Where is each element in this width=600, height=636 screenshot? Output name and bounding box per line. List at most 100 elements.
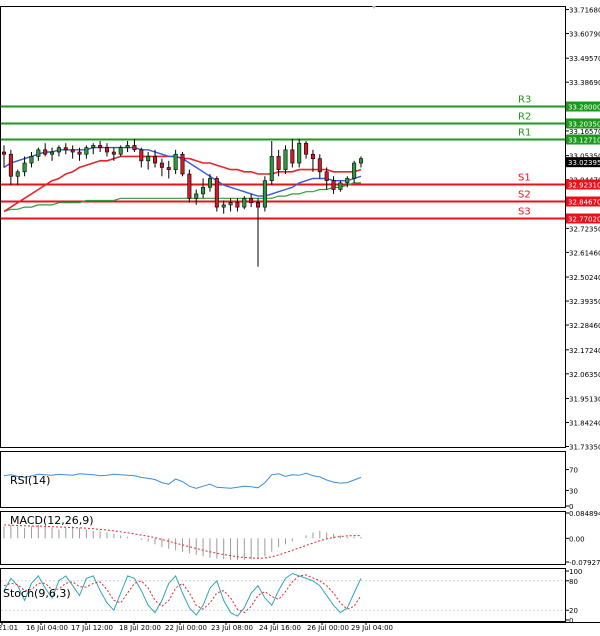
candle-bear [153, 156, 156, 163]
candle-bear [291, 150, 294, 163]
level-price-label: 33.28000 [568, 104, 600, 112]
candle-bull [126, 145, 129, 147]
time-tick-label: 23 Jul 08:00 [211, 624, 253, 632]
level-name-r1: R1 [518, 128, 531, 139]
panel-frames [0, 6, 600, 623]
level-name-r2: R2 [518, 112, 531, 123]
candles [2, 139, 362, 267]
candle-bull [339, 183, 342, 190]
candle-bear [167, 167, 170, 169]
candle-bull [229, 203, 232, 205]
stoch-tick-label: 20 [569, 607, 578, 615]
level-price-label: 33.12710 [568, 137, 600, 145]
level-labels: R333.28000R233.20350R133.12710S132.92310… [518, 95, 600, 224]
candle-bear [64, 148, 67, 150]
candle-bull [85, 148, 88, 155]
candle-bear [236, 203, 239, 207]
candle-bull [119, 148, 122, 155]
stoch-tick-label: 100 [569, 568, 582, 576]
indicator-panels: 70 30 0 RSI(14) 0.084894 0.00 -0.079272 MACD(12… [1, 467, 600, 625]
ma-slow-line [4, 183, 361, 212]
rsi-tick-label: 70 [569, 467, 578, 475]
candle-bear [43, 150, 46, 154]
time-tick-label: 26 Jul 00:00 [307, 624, 349, 632]
time-tick-label: 22 Jul 00:00 [165, 624, 207, 632]
candle-bull [16, 172, 19, 176]
candle-bull [30, 156, 33, 163]
level-name-s3: S3 [518, 207, 531, 218]
candle-bull [201, 187, 204, 194]
candle-bull [284, 150, 287, 170]
candle-bull [222, 205, 225, 207]
level-price-label: 32.77020 [568, 216, 600, 224]
time-tick-label: 16 Jul 04:00 [26, 624, 68, 632]
candle-bull [57, 148, 60, 152]
candle-bull [174, 154, 177, 169]
candle-bull [298, 143, 301, 163]
level-name-s2: S2 [518, 190, 531, 201]
candle-bull [50, 152, 53, 154]
price-tick-label: 33.71680 [569, 7, 600, 15]
price-tick-label: 31.84240 [569, 420, 600, 428]
level-price-label: 32.84670 [568, 199, 600, 207]
candle-bull [263, 181, 266, 207]
rsi-tick-label: 30 [569, 487, 578, 495]
candle-bear [112, 152, 115, 154]
candle-bull [146, 156, 149, 160]
level-name-s1: S1 [518, 173, 531, 184]
macd-tick-label: 0.084894 [569, 510, 600, 518]
candle-bull [208, 178, 211, 187]
stoch-tick-label: 0 [569, 617, 573, 625]
candle-bear [256, 203, 259, 207]
candle-bull [346, 178, 349, 182]
candle-bear [325, 172, 328, 181]
time-tick-label: 17 Jul 12:00 [71, 624, 113, 632]
candle-bear [105, 148, 108, 152]
price-tick-label: 32.06350 [569, 371, 600, 379]
candle-bear [318, 159, 321, 172]
macd-label: MACD(12,26,9) [10, 514, 94, 527]
candle-bear [181, 154, 184, 174]
time-tick-label: 18 Jul 20:00 [119, 624, 161, 632]
candle-bear [71, 150, 74, 152]
candle-bear [215, 178, 218, 207]
candle-bear [160, 163, 163, 167]
candle-bear [277, 156, 280, 169]
rsi-label: RSI(14) [10, 474, 50, 487]
time-tick-label: 24 Jul 16:00 [259, 624, 301, 632]
price-tick-label: 32.39350 [569, 298, 600, 306]
candle-bear [140, 150, 143, 161]
rsi-panel-frame [1, 452, 566, 508]
level-price-label: 32.92310 [568, 182, 600, 190]
stoch-label: Stoch(9,6,3) [3, 587, 71, 600]
candle-bull [37, 150, 40, 157]
scroll-marker-icon [372, 6, 376, 9]
price-tick-label: 31.95130 [569, 396, 600, 404]
support-resistance-levels [1, 107, 565, 219]
candle-bear [332, 181, 335, 190]
candle-bear [249, 198, 252, 202]
price-tick-label: 32.72350 [569, 225, 600, 233]
candle-bear [304, 143, 307, 154]
candle-bull [270, 156, 273, 180]
rsi-line [4, 473, 361, 488]
macd-tick-label: 0.00 [569, 535, 585, 543]
candle-bear [78, 152, 81, 154]
candle-bear [9, 154, 12, 176]
candle-bear [311, 154, 314, 158]
price-tick-label: 31.73350 [569, 444, 600, 452]
candle-bear [133, 145, 136, 149]
candle-bull [352, 163, 355, 178]
candle-bull [359, 159, 362, 163]
candle-bull [243, 198, 246, 207]
time-tick-label: 21:01 [0, 624, 18, 632]
price-tick-label: 32.61460 [569, 249, 600, 257]
macd-tick-label: -0.079272 [569, 559, 600, 567]
price-tick-label: 33.60790 [569, 30, 600, 38]
price-tick-label: 32.17240 [569, 347, 600, 355]
price-tick-label: 33.49570 [569, 55, 600, 63]
level-price-label: 33.20350 [568, 121, 600, 129]
time-tick-label: 29 Jul 04:00 [351, 624, 393, 632]
